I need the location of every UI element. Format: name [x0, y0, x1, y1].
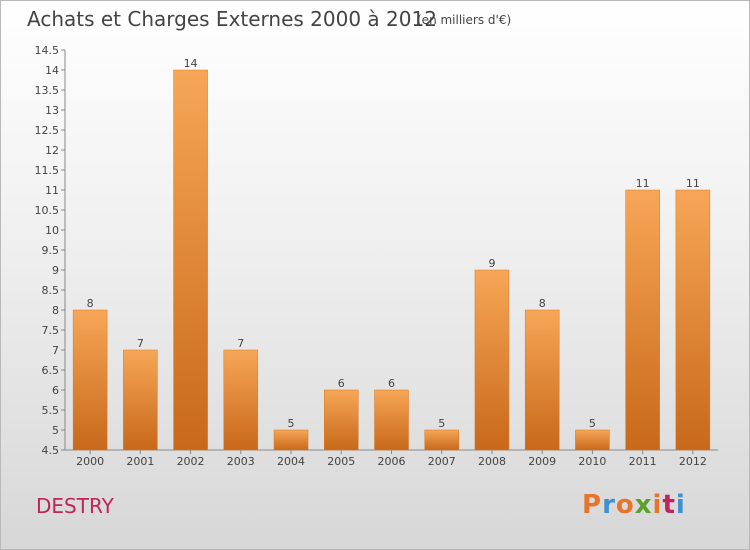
x-tick-label: 2008 — [478, 455, 506, 468]
y-tick-label: 9 — [52, 264, 59, 277]
data-label: 6 — [338, 377, 345, 390]
y-tick-label: 6.5 — [42, 364, 60, 377]
x-tick-label: 2000 — [76, 455, 104, 468]
x-tick-label: 2010 — [578, 455, 606, 468]
bar — [675, 189, 711, 451]
x-tick-label: 2005 — [327, 455, 355, 468]
brand-letter: x — [634, 490, 653, 520]
y-tick-label: 9.5 — [42, 244, 60, 257]
data-label: 11 — [686, 177, 700, 190]
bar — [123, 349, 158, 451]
data-label: 11 — [636, 177, 650, 190]
x-tick-label: 2006 — [378, 455, 406, 468]
data-label: 7 — [137, 337, 144, 350]
y-tick-label: 5 — [52, 424, 59, 437]
brand-letter: i — [675, 490, 686, 520]
bar — [72, 309, 108, 451]
bar — [424, 429, 459, 451]
bar — [223, 349, 259, 451]
data-label: 6 — [388, 377, 395, 390]
bar — [273, 429, 309, 451]
y-tick-label: 4.5 — [42, 444, 60, 457]
bar — [374, 389, 409, 451]
data-label: 5 — [438, 417, 445, 430]
y-tick-label: 8 — [52, 304, 59, 317]
data-label: 8 — [87, 297, 94, 310]
bar — [575, 429, 610, 451]
y-tick-label: 8.5 — [42, 284, 60, 297]
bar — [474, 269, 510, 451]
x-tick-label: 2003 — [227, 455, 255, 468]
y-tick-label: 11.5 — [35, 164, 60, 177]
place-name: DESTRY — [36, 494, 114, 518]
y-tick-label: 14.5 — [35, 44, 60, 57]
x-tick-label: 2004 — [277, 455, 305, 468]
y-tick-label: 5.5 — [42, 404, 60, 417]
x-tick-label: 2002 — [177, 455, 205, 468]
bar — [524, 309, 560, 451]
data-label: 5 — [288, 417, 295, 430]
chart-subtitle: (en milliers d'€) — [417, 13, 512, 27]
brand-letter: P — [582, 490, 603, 520]
bar — [173, 69, 208, 451]
y-tick-label: 13.5 — [35, 84, 60, 97]
y-tick-label: 13 — [45, 104, 59, 117]
brand-letter: i — [652, 490, 663, 520]
chart-title: Achats et Charges Externes 2000 à 2012 — [27, 7, 437, 31]
y-tick-label: 12.5 — [35, 124, 60, 137]
y-tick-label: 10.5 — [35, 204, 60, 217]
y-tick-label: 11 — [45, 184, 59, 197]
data-label: 7 — [237, 337, 244, 350]
y-tick-label: 14 — [45, 64, 59, 77]
brand-logo: Proxiti — [582, 490, 686, 520]
bar — [625, 189, 660, 451]
data-label: 14 — [184, 57, 198, 70]
y-tick-label: 10 — [45, 224, 59, 237]
brand-letter: o — [615, 490, 635, 520]
x-tick-label: 2012 — [679, 455, 707, 468]
bar — [324, 389, 359, 451]
data-label: 5 — [589, 417, 596, 430]
x-tick-label: 2011 — [629, 455, 657, 468]
x-tick-label: 2001 — [126, 455, 154, 468]
y-tick-label: 6 — [52, 384, 59, 397]
data-label: 8 — [539, 297, 546, 310]
x-tick-label: 2009 — [528, 455, 556, 468]
y-tick-label: 7 — [52, 344, 59, 357]
y-tick-label: 12 — [45, 144, 59, 157]
brand-letter: r — [602, 490, 616, 520]
brand-letter: t — [662, 490, 676, 520]
y-tick-label: 7.5 — [42, 324, 60, 337]
x-tick-label: 2007 — [428, 455, 456, 468]
data-label: 9 — [488, 257, 495, 270]
